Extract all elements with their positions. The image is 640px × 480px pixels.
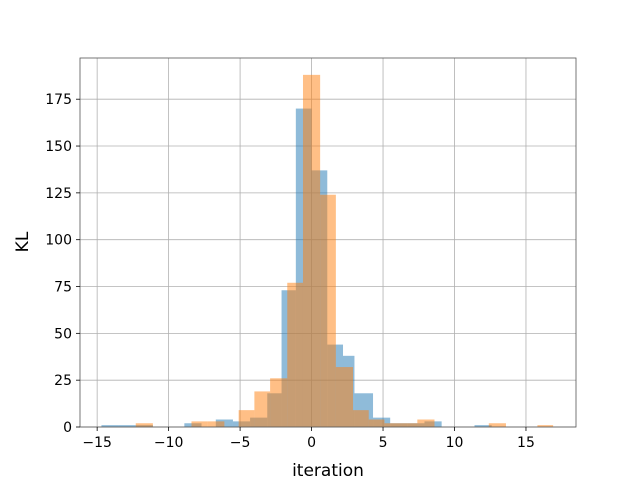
histogram-series-2 (135, 74, 554, 428)
histogram-bar (238, 410, 255, 427)
bars (101, 74, 554, 428)
histogram-bar (191, 421, 208, 427)
y-tick-label: 100 (45, 233, 72, 249)
histogram-bar (254, 391, 271, 427)
y-tick-label: 25 (54, 373, 72, 389)
x-tick-label: 5 (379, 435, 388, 451)
x-tick-label: −5 (230, 435, 251, 451)
histogram-bar (287, 282, 303, 427)
x-tick-label: 0 (307, 435, 316, 451)
x-axis-ticks: −15 −10 −5 0 5 10 15 (82, 427, 535, 451)
y-tick-label: 150 (45, 139, 72, 155)
y-tick-label: 0 (63, 420, 72, 436)
x-axis-label: iteration (292, 461, 364, 480)
histogram-bar (368, 419, 385, 427)
histogram-bar (270, 378, 288, 427)
y-tick-label: 125 (45, 186, 72, 202)
x-tick-label: 15 (517, 435, 535, 451)
histogram-bar (384, 423, 402, 427)
histogram-bar (320, 194, 336, 427)
histogram-bar (537, 425, 554, 427)
y-axis-label: KL (13, 231, 33, 252)
plot-frame (79, 57, 577, 428)
histogram-bar (488, 423, 506, 427)
y-tick-label: 50 (54, 326, 72, 342)
histogram-bar (135, 423, 153, 427)
histogram-bar (474, 425, 492, 427)
histogram-bar (401, 423, 418, 427)
histogram-bar (302, 74, 321, 428)
y-axis-ticks: 0 25 50 75 100 125 150 175 (45, 92, 80, 436)
histogram-bar (417, 419, 435, 427)
histogram-bar (101, 425, 119, 427)
x-tick-label: 10 (446, 435, 464, 451)
x-tick-label: −15 (82, 435, 112, 451)
y-tick-label: 75 (54, 280, 72, 296)
histogram-bar (353, 410, 369, 427)
x-tick-label: −10 (154, 435, 184, 451)
histogram-bar (335, 367, 354, 427)
y-tick-label: 175 (45, 92, 72, 108)
histogram-bar (118, 425, 136, 427)
histogram-bar (207, 421, 225, 427)
